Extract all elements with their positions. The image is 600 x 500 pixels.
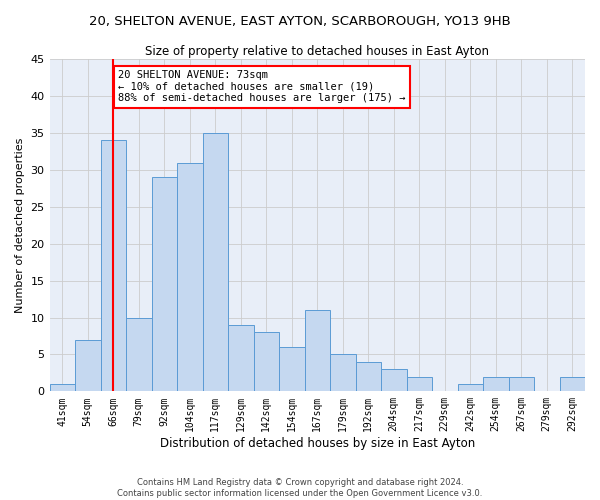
Bar <box>228 325 254 392</box>
Bar <box>177 162 203 392</box>
Y-axis label: Number of detached properties: Number of detached properties <box>15 138 25 313</box>
Bar <box>50 384 75 392</box>
Bar <box>101 140 126 392</box>
Text: 20, SHELTON AVENUE, EAST AYTON, SCARBOROUGH, YO13 9HB: 20, SHELTON AVENUE, EAST AYTON, SCARBORO… <box>89 15 511 28</box>
Bar <box>381 369 407 392</box>
Text: Contains HM Land Registry data © Crown copyright and database right 2024.
Contai: Contains HM Land Registry data © Crown c… <box>118 478 482 498</box>
Bar <box>203 133 228 392</box>
Bar <box>254 332 279 392</box>
Bar <box>458 384 483 392</box>
Bar <box>152 178 177 392</box>
X-axis label: Distribution of detached houses by size in East Ayton: Distribution of detached houses by size … <box>160 437 475 450</box>
Bar <box>75 340 101 392</box>
Bar <box>407 376 432 392</box>
Bar <box>509 376 534 392</box>
Bar <box>483 376 509 392</box>
Bar <box>126 318 152 392</box>
Title: Size of property relative to detached houses in East Ayton: Size of property relative to detached ho… <box>145 45 489 58</box>
Text: 20 SHELTON AVENUE: 73sqm
← 10% of detached houses are smaller (19)
88% of semi-d: 20 SHELTON AVENUE: 73sqm ← 10% of detach… <box>118 70 406 103</box>
Bar <box>560 376 585 392</box>
Bar <box>330 354 356 392</box>
Bar <box>305 310 330 392</box>
Bar <box>356 362 381 392</box>
Bar <box>279 347 305 392</box>
